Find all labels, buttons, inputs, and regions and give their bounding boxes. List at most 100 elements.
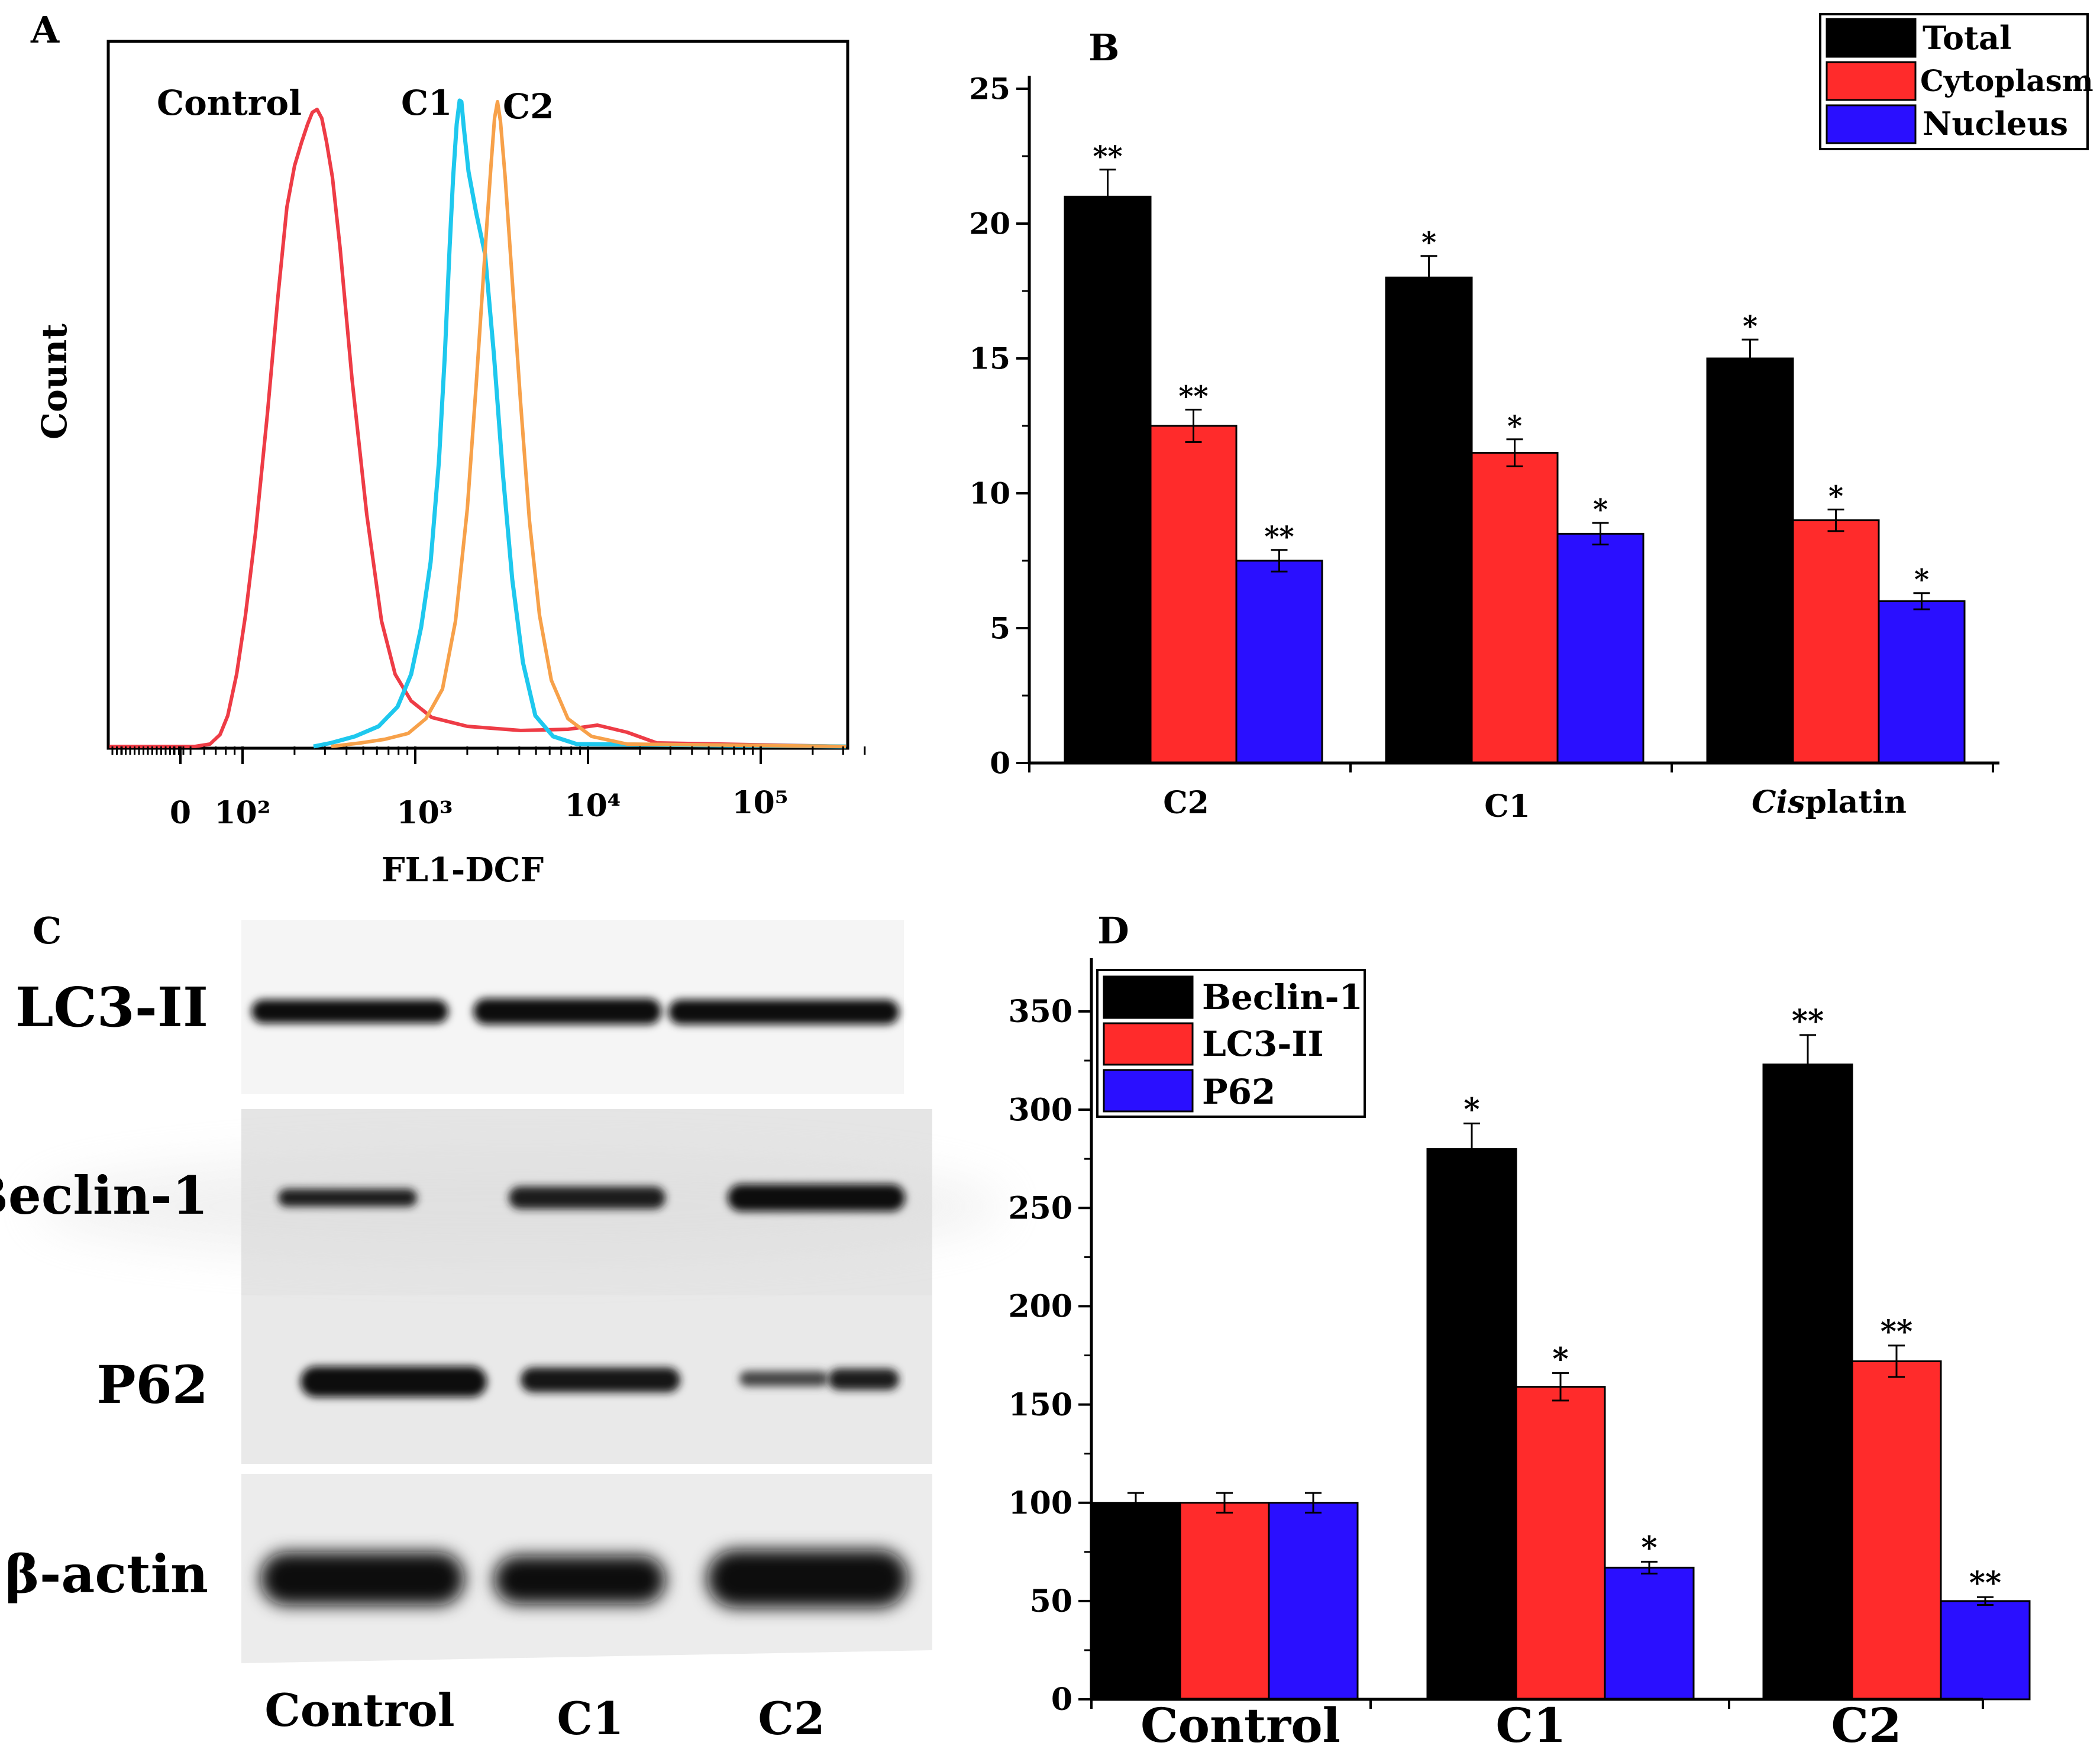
- bars: *********: [1090, 1003, 2031, 1700]
- series-label-c2: C2: [503, 86, 554, 127]
- category-label-c1: C1: [1495, 1698, 1566, 1749]
- plot-frame: [106, 40, 849, 750]
- y-tick-label: 50: [1030, 1583, 1072, 1619]
- bar-total-c1: [1385, 276, 1473, 764]
- blot-row-label-beclin: Beclin-1: [0, 1165, 208, 1226]
- significance-marker: *: [1421, 227, 1436, 260]
- panel-letter-a: A: [30, 8, 60, 51]
- bar-beclin-1-control: [1090, 1502, 1181, 1700]
- band-p62-c1: [521, 1367, 680, 1392]
- bars: ************: [1064, 140, 1966, 764]
- legend-label-nucleus: Nucleus: [1923, 105, 2068, 143]
- band-actin-control: [260, 1552, 464, 1605]
- band-beclin-control: [278, 1189, 417, 1207]
- bar-beclin-1-c2: [1762, 1063, 1853, 1700]
- y-tick-label: 0: [1051, 1682, 1072, 1718]
- bar-p62-c2: [1940, 1600, 2031, 1700]
- significance-marker: *: [1743, 310, 1757, 343]
- panel-letter-c: C: [33, 909, 62, 952]
- band-actin-c2: [707, 1550, 908, 1608]
- x-axis-label: FL1-DCF: [382, 851, 544, 890]
- legend-label-lc3: LC3-II: [1202, 1024, 1324, 1064]
- blot-lane-label-c1: C1: [557, 1692, 623, 1745]
- category-label-control: Control: [1141, 1698, 1340, 1749]
- series-curve-c1: [313, 98, 847, 749]
- category-label-c1: C1: [1484, 788, 1530, 825]
- significance-marker: *: [1641, 1530, 1657, 1566]
- bar-lc3-ii-c2: [1851, 1360, 1942, 1700]
- series-label-c1: C1: [401, 83, 453, 123]
- y-tick-label: 200: [1008, 1289, 1072, 1325]
- bar-nucleus-cisplatin: [1878, 600, 1966, 764]
- tick-label-0: 0: [170, 795, 191, 831]
- y-tick-label: 10: [969, 476, 1010, 511]
- band-beclin-c2: [728, 1184, 905, 1211]
- axes: 0 5 10 15 20 25: [969, 72, 1999, 781]
- series-curve-c2: [331, 100, 847, 748]
- significance-marker: **: [1792, 1003, 1824, 1039]
- bar-p62-c1: [1604, 1566, 1695, 1700]
- legend-swatch-lc3: [1103, 1022, 1194, 1066]
- bar-beclin-1-c1: [1426, 1148, 1517, 1700]
- tick-label-1000: 10³: [396, 795, 453, 831]
- category-label-c2: C2: [1163, 785, 1209, 821]
- y-tick-label: 5: [990, 611, 1010, 646]
- blot-row-label-lc3: LC3-II: [15, 975, 208, 1039]
- bar-lc3-ii-c1: [1515, 1386, 1606, 1700]
- legend-label-total: Total: [1923, 19, 2011, 57]
- blot-row-label-actin: β-actin: [5, 1543, 208, 1605]
- y-tick-label: 20: [969, 206, 1010, 241]
- significance-marker: *: [1552, 1341, 1568, 1377]
- legend-swatch-nucleus: [1826, 104, 1917, 144]
- bar-total-cisplatin: [1706, 357, 1794, 764]
- legend-swatch-p62: [1103, 1069, 1194, 1113]
- legend: Total Cytoplasm Nucleus: [1819, 13, 2093, 150]
- band-lc3-c2: [668, 1000, 899, 1024]
- category-label-c2: C2: [1831, 1698, 1901, 1749]
- blot-row-label-p62: P62: [96, 1354, 208, 1415]
- significance-marker: *: [1463, 1091, 1479, 1127]
- y-axis-label: Count: [34, 324, 75, 439]
- y-tick-label: 25: [969, 72, 1010, 106]
- legend: Beclin-1 LC3-II P62: [1096, 969, 1366, 1118]
- legend-label-beclin: Beclin-1: [1202, 977, 1363, 1017]
- panel-letter-b: B: [1088, 26, 1119, 69]
- significance-marker: *: [1507, 410, 1522, 443]
- bar-cytoplasm-cisplatin: [1792, 519, 1880, 764]
- legend-label-cytoplasm: Cytoplasm: [1920, 63, 2093, 98]
- tick-label-100000: 10⁵: [732, 785, 788, 821]
- significance-marker: **: [1969, 1565, 2001, 1601]
- legend-swatch-cytoplasm: [1826, 61, 1917, 101]
- significance-marker: **: [1178, 380, 1208, 413]
- blot-lane-label-c2: C2: [758, 1692, 825, 1745]
- bar-p62-control: [1268, 1502, 1359, 1700]
- y-tick-label: 250: [1008, 1190, 1072, 1226]
- band-p62-c2-faint: [739, 1371, 828, 1386]
- y-tick-label: 150: [1008, 1387, 1072, 1423]
- bar-nucleus-c1: [1556, 532, 1645, 764]
- y-tick-label: 100: [1008, 1485, 1072, 1521]
- flow-cytometry-histogram: Control C1 C2 0 10² 10³ 10⁴ 10⁵ FL1-DCF …: [34, 40, 866, 890]
- y-tick-label: 0: [990, 746, 1010, 781]
- significance-marker: **: [1264, 521, 1294, 554]
- tick-label-10000: 10⁴: [564, 788, 621, 824]
- bar-nucleus-c2: [1235, 560, 1323, 764]
- series-label-control: Control: [157, 83, 302, 123]
- bar-total-c2: [1064, 195, 1152, 764]
- band-p62-control: [301, 1366, 487, 1397]
- y-tick-label: 350: [1008, 994, 1072, 1030]
- y-tick-label: 15: [969, 341, 1010, 376]
- significance-marker: *: [1828, 480, 1843, 513]
- western-blot: LC3-II Beclin-1 P62 β-actin Control C1 C…: [0, 920, 1006, 1745]
- band-actin-c1: [494, 1556, 665, 1604]
- y-tick-label: 300: [1008, 1092, 1072, 1128]
- blot-lane-label-control: Control: [264, 1684, 454, 1737]
- series-curve-control: [109, 108, 847, 748]
- axes: 0 50 100 150 200 250 300 350: [1008, 958, 1984, 1718]
- bar-lc3-ii-control: [1179, 1502, 1270, 1700]
- significance-marker: **: [1093, 140, 1122, 173]
- bar-cytoplasm-c1: [1471, 452, 1559, 764]
- significance-marker: **: [1881, 1314, 1912, 1350]
